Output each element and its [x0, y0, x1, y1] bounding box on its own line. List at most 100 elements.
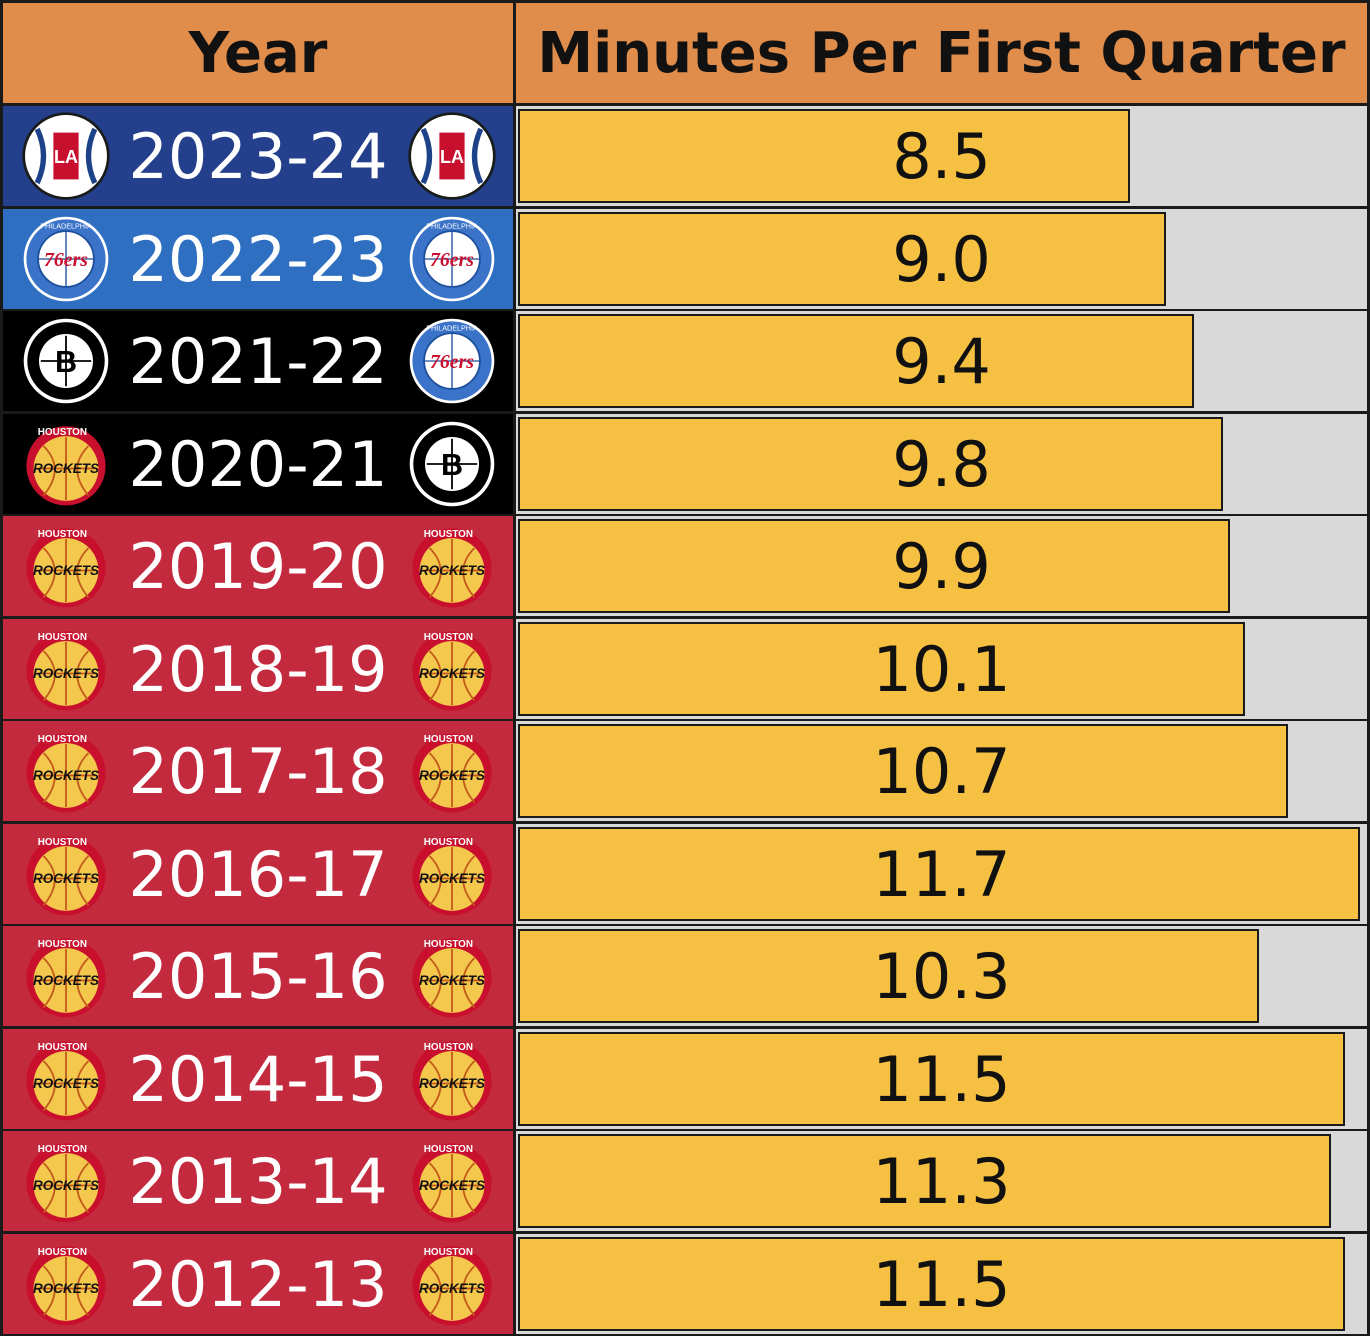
rockets-logo-icon: HOUSTON ROCKETS [21, 829, 111, 919]
rockets-logo-icon: HOUSTON ROCKETS [21, 726, 111, 816]
svg-text:76ers: 76ers [44, 249, 88, 271]
svg-text:ROCKETS: ROCKETS [33, 1178, 99, 1193]
svg-text:HOUSTON: HOUSTON [38, 1247, 87, 1258]
svg-text:ROCKETS: ROCKETS [33, 973, 99, 988]
year-cell: 2015-16 HOUSTON ROCKETS HOUSTON ROCKETS [3, 926, 513, 1026]
rockets-logo-icon: HOUSTON ROCKETS [407, 1034, 497, 1124]
svg-text:B: B [55, 345, 77, 379]
svg-text:ROCKETS: ROCKETS [33, 461, 99, 476]
sixers-logo-icon: 76ers PHILADELPHIA [407, 214, 497, 304]
svg-text:HOUSTON: HOUSTON [424, 1247, 473, 1258]
bar-track: 9.9 [516, 516, 1367, 616]
svg-text:LA: LA [440, 147, 464, 167]
sixers-logo-icon: 76ers PHILADELPHIA [21, 214, 111, 304]
bar-value-label: 11.5 [872, 1247, 1011, 1321]
year-label: 2022-23 [128, 222, 388, 296]
svg-text:HOUSTON: HOUSTON [38, 1042, 87, 1053]
year-cell: 2012-13 HOUSTON ROCKETS HOUSTON ROCKETS [3, 1234, 513, 1334]
bar [518, 519, 1230, 613]
year-cell: 2023-24 LA LA [3, 106, 513, 206]
svg-text:ROCKETS: ROCKETS [33, 768, 99, 783]
svg-text:ROCKETS: ROCKETS [33, 666, 99, 681]
bar-value-label: 9.8 [892, 427, 991, 501]
svg-text:ROCKETS: ROCKETS [419, 973, 485, 988]
year-cell: 2019-20 HOUSTON ROCKETS HOUSTON ROCKETS [3, 516, 513, 616]
svg-text:ROCKETS: ROCKETS [419, 871, 485, 886]
bar-value-label: 9.0 [892, 222, 991, 296]
bar [518, 109, 1130, 203]
svg-text:ROCKETS: ROCKETS [419, 1281, 485, 1296]
svg-text:ROCKETS: ROCKETS [419, 666, 485, 681]
bar-track: 11.3 [516, 1131, 1367, 1231]
svg-text:ROCKETS: ROCKETS [33, 1076, 99, 1091]
year-cell: 2017-18 HOUSTON ROCKETS HOUSTON ROCKETS [3, 721, 513, 821]
bar [518, 724, 1288, 818]
year-label: 2015-16 [128, 939, 388, 1013]
svg-text:HOUSTON: HOUSTON [38, 939, 87, 950]
year-label: 2016-17 [128, 837, 388, 911]
rockets-logo-icon: HOUSTON ROCKETS [21, 931, 111, 1021]
bar-track: 11.5 [516, 1234, 1367, 1334]
bar-track: 11.7 [516, 824, 1367, 924]
bar-track: 10.1 [516, 619, 1367, 719]
bar [518, 212, 1166, 306]
svg-text:HOUSTON: HOUSTON [424, 529, 473, 540]
bar [518, 1032, 1345, 1126]
rockets-logo-icon: HOUSTON ROCKETS [407, 931, 497, 1021]
svg-text:HOUSTON: HOUSTON [424, 734, 473, 745]
svg-text:HOUSTON: HOUSTON [38, 734, 87, 745]
year-cell: 2022-23 76ers PHILADELPHIA 76ers PHILADELPHI… [3, 209, 513, 309]
svg-text:HOUSTON: HOUSTON [38, 1144, 87, 1155]
bar-value-label: 9.9 [892, 529, 991, 603]
svg-text:76ers: 76ers [430, 351, 474, 373]
metric-header: Minutes Per First Quarter [516, 3, 1367, 103]
year-header: Year [3, 3, 513, 103]
bar-value-label: 8.5 [892, 119, 991, 193]
nets-logo-icon: B [407, 419, 497, 509]
svg-text:PHILADELPHIA: PHILADELPHIA [40, 221, 92, 230]
nets-logo-icon: B [21, 316, 111, 406]
rockets-logo-icon: HOUSTON ROCKETS [407, 1136, 497, 1226]
svg-text:HOUSTON: HOUSTON [38, 427, 87, 438]
bar-track: 10.3 [516, 926, 1367, 1026]
year-label: 2021-22 [128, 324, 388, 398]
year-cell: 2018-19 HOUSTON ROCKETS HOUSTON ROCKETS [3, 619, 513, 719]
svg-text:76ers: 76ers [430, 249, 474, 271]
bar [518, 417, 1223, 511]
year-label: 2023-24 [128, 119, 388, 193]
svg-text:ROCKETS: ROCKETS [33, 563, 99, 578]
bar-track: 9.0 [516, 209, 1367, 309]
year-cell: 2014-15 HOUSTON ROCKETS HOUSTON ROCKETS [3, 1029, 513, 1129]
bar-value-label: 11.5 [872, 1042, 1011, 1116]
svg-text:LA: LA [54, 147, 78, 167]
svg-text:B: B [441, 448, 463, 482]
year-cell: 2013-14 HOUSTON ROCKETS HOUSTON ROCKETS [3, 1131, 513, 1231]
rockets-logo-icon: HOUSTON ROCKETS [21, 624, 111, 714]
bar-track: 8.5 [516, 106, 1367, 206]
svg-text:ROCKETS: ROCKETS [33, 1281, 99, 1296]
svg-text:HOUSTON: HOUSTON [38, 529, 87, 540]
svg-text:ROCKETS: ROCKETS [419, 563, 485, 578]
year-label: 2018-19 [128, 632, 388, 706]
svg-text:ROCKETS: ROCKETS [33, 871, 99, 886]
year-label: 2013-14 [128, 1144, 388, 1218]
year-cell: 2016-17 HOUSTON ROCKETS HOUSTON ROCKETS [3, 824, 513, 924]
svg-text:PHILADELPHIA: PHILADELPHIA [426, 221, 478, 230]
rockets-logo-icon: HOUSTON ROCKETS [21, 419, 111, 509]
bar-track: 9.4 [516, 311, 1367, 411]
rockets-logo-icon: HOUSTON ROCKETS [21, 1034, 111, 1124]
bar-value-label: 10.1 [872, 632, 1011, 706]
bar [518, 1237, 1345, 1331]
svg-text:HOUSTON: HOUSTON [424, 939, 473, 950]
bar-value-label: 10.3 [872, 939, 1011, 1013]
rockets-logo-icon: HOUSTON ROCKETS [21, 1136, 111, 1226]
svg-text:HOUSTON: HOUSTON [424, 1042, 473, 1053]
year-label: 2017-18 [128, 734, 388, 808]
clippers-logo-icon: LA [407, 111, 497, 201]
bar [518, 314, 1194, 408]
clippers-logo-icon: LA [21, 111, 111, 201]
bar-track: 11.5 [516, 1029, 1367, 1129]
bar-value-label: 9.4 [892, 324, 991, 398]
bar-track: 10.7 [516, 721, 1367, 821]
